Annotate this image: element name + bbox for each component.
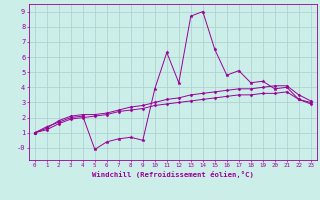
X-axis label: Windchill (Refroidissement éolien,°C): Windchill (Refroidissement éolien,°C)	[92, 171, 254, 178]
